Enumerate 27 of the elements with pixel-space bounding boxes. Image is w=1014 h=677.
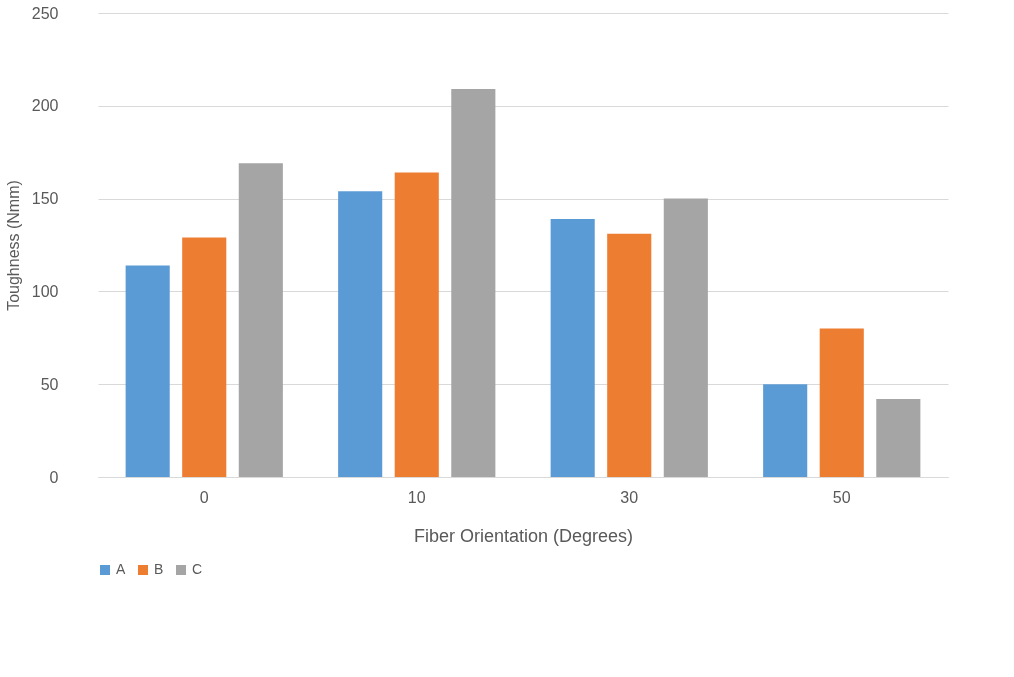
x-tick-label: 10 — [407, 488, 426, 506]
y-tick-label: 250 — [31, 4, 59, 22]
legend-label: A — [116, 561, 126, 577]
legend-label: B — [154, 561, 164, 577]
bar — [238, 163, 283, 477]
y-tick-label: 100 — [31, 282, 59, 300]
bar — [819, 328, 864, 477]
y-tick-label: 0 — [49, 468, 59, 486]
x-tick-label: 0 — [199, 488, 209, 506]
bar — [125, 265, 170, 477]
bar — [394, 172, 439, 477]
x-tick-label: 50 — [832, 488, 851, 506]
bar — [182, 237, 227, 477]
y-tick-label: 150 — [31, 190, 59, 208]
y-tick-label: 50 — [40, 375, 59, 393]
y-tick-label: 200 — [31, 97, 59, 115]
legend-label: C — [192, 561, 203, 577]
bar — [763, 384, 808, 477]
bar — [550, 219, 595, 477]
x-axis-title: Fiber Orientation (Degrees) — [413, 525, 634, 546]
bar — [876, 399, 921, 477]
bar — [663, 198, 708, 477]
x-tick-label: 30 — [620, 488, 639, 506]
bar — [451, 89, 496, 477]
bar — [338, 191, 383, 477]
y-axis-title: Toughness (Nmm) — [4, 180, 22, 311]
bar — [607, 233, 652, 477]
